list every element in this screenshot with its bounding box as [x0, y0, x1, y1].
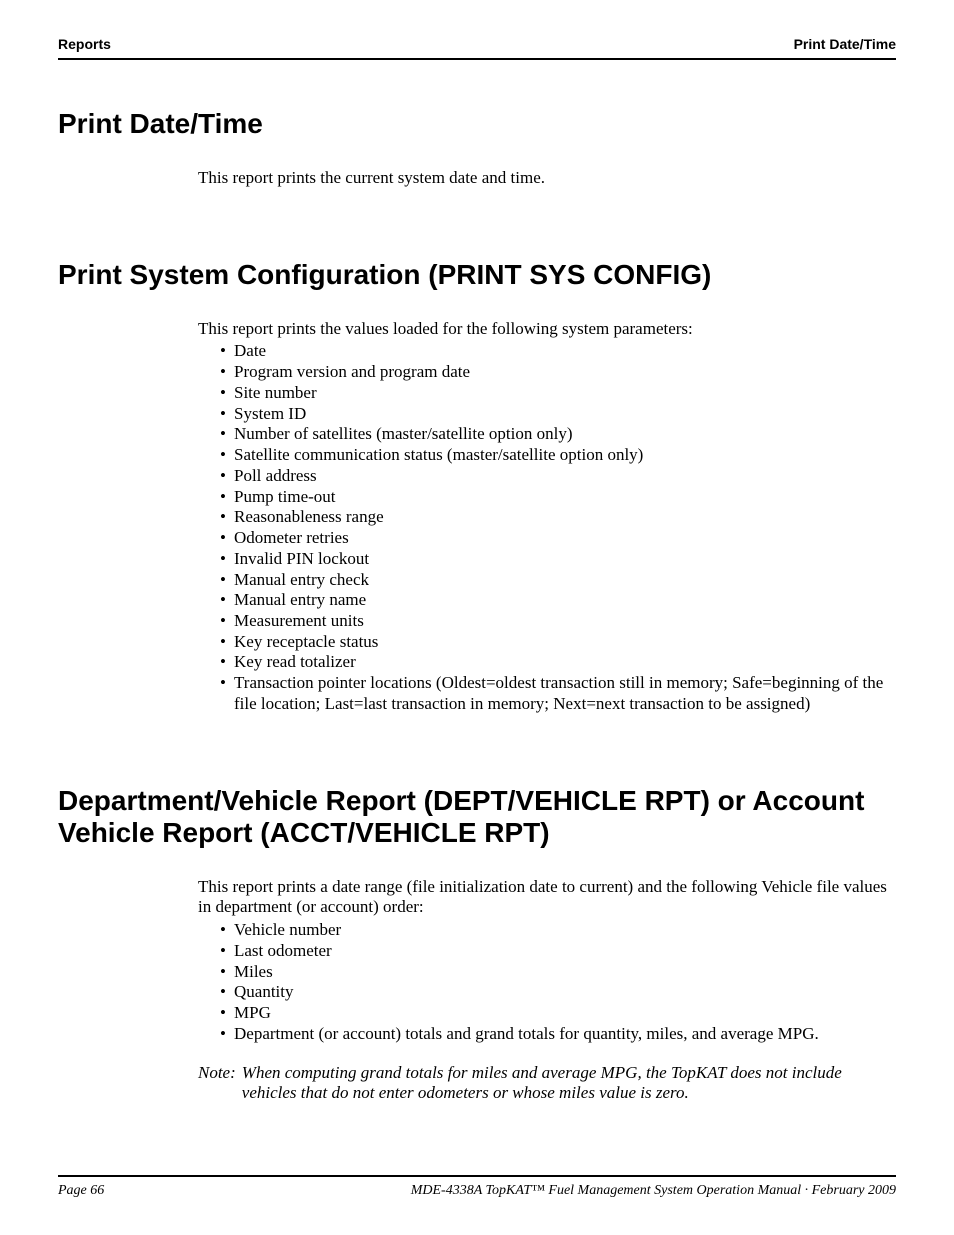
- list-item: Number of satellites (master/satellite o…: [220, 424, 896, 445]
- list-item: Measurement units: [220, 611, 896, 632]
- list-item: Miles: [220, 962, 896, 983]
- section-2-intro: This report prints the values loaded for…: [198, 319, 896, 340]
- list-item: Transaction pointer locations (Oldest=ol…: [220, 673, 896, 714]
- list-item: Key read totalizer: [220, 652, 896, 673]
- list-item: Manual entry name: [220, 590, 896, 611]
- list-item: Program version and program date: [220, 362, 896, 383]
- section-heading-print-sys-config: Print System Configuration (PRINT SYS CO…: [58, 259, 896, 291]
- section-heading-print-date-time: Print Date/Time: [58, 108, 896, 140]
- section-3-intro: This report prints a date range (file in…: [198, 877, 896, 918]
- list-item: MPG: [220, 1003, 896, 1024]
- list-item: Site number: [220, 383, 896, 404]
- list-item: System ID: [220, 404, 896, 425]
- list-item: Quantity: [220, 982, 896, 1003]
- page-header: Reports Print Date/Time: [58, 36, 896, 60]
- list-item: Department (or account) totals and grand…: [220, 1024, 896, 1045]
- footer-right: MDE-4338A TopKAT™ Fuel Management System…: [411, 1183, 896, 1199]
- footer-left: Page 66: [58, 1183, 104, 1199]
- list-item: Vehicle number: [220, 920, 896, 941]
- note-label: Note:: [198, 1063, 242, 1104]
- list-item: Reasonableness range: [220, 507, 896, 528]
- list-item: Poll address: [220, 466, 896, 487]
- page-footer: Page 66 MDE-4338A TopKAT™ Fuel Managemen…: [58, 1175, 896, 1199]
- section-3-note: Note: When computing grand totals for mi…: [198, 1063, 896, 1104]
- section-body-2: This report prints the values loaded for…: [198, 319, 896, 715]
- list-item: Key receptacle status: [220, 632, 896, 653]
- list-item: Satellite communication status (master/s…: [220, 445, 896, 466]
- header-right: Print Date/Time: [794, 36, 896, 52]
- list-item: Pump time-out: [220, 487, 896, 508]
- page: Reports Print Date/Time Print Date/Time …: [0, 0, 954, 1235]
- section-3-list: Vehicle number Last odometer Miles Quant…: [198, 920, 896, 1044]
- section-2-list: Date Program version and program date Si…: [198, 341, 896, 714]
- section-body-1: This report prints the current system da…: [198, 168, 896, 189]
- section-heading-dept-vehicle-report: Department/Vehicle Report (DEPT/VEHICLE …: [58, 785, 896, 849]
- list-item: Manual entry check: [220, 570, 896, 591]
- list-item: Odometer retries: [220, 528, 896, 549]
- list-item: Invalid PIN lockout: [220, 549, 896, 570]
- list-item: Last odometer: [220, 941, 896, 962]
- section-body-3: This report prints a date range (file in…: [198, 877, 896, 1104]
- list-item: Date: [220, 341, 896, 362]
- note-body: When computing grand totals for miles an…: [242, 1063, 896, 1104]
- header-left: Reports: [58, 36, 111, 52]
- section-1-intro: This report prints the current system da…: [198, 168, 896, 189]
